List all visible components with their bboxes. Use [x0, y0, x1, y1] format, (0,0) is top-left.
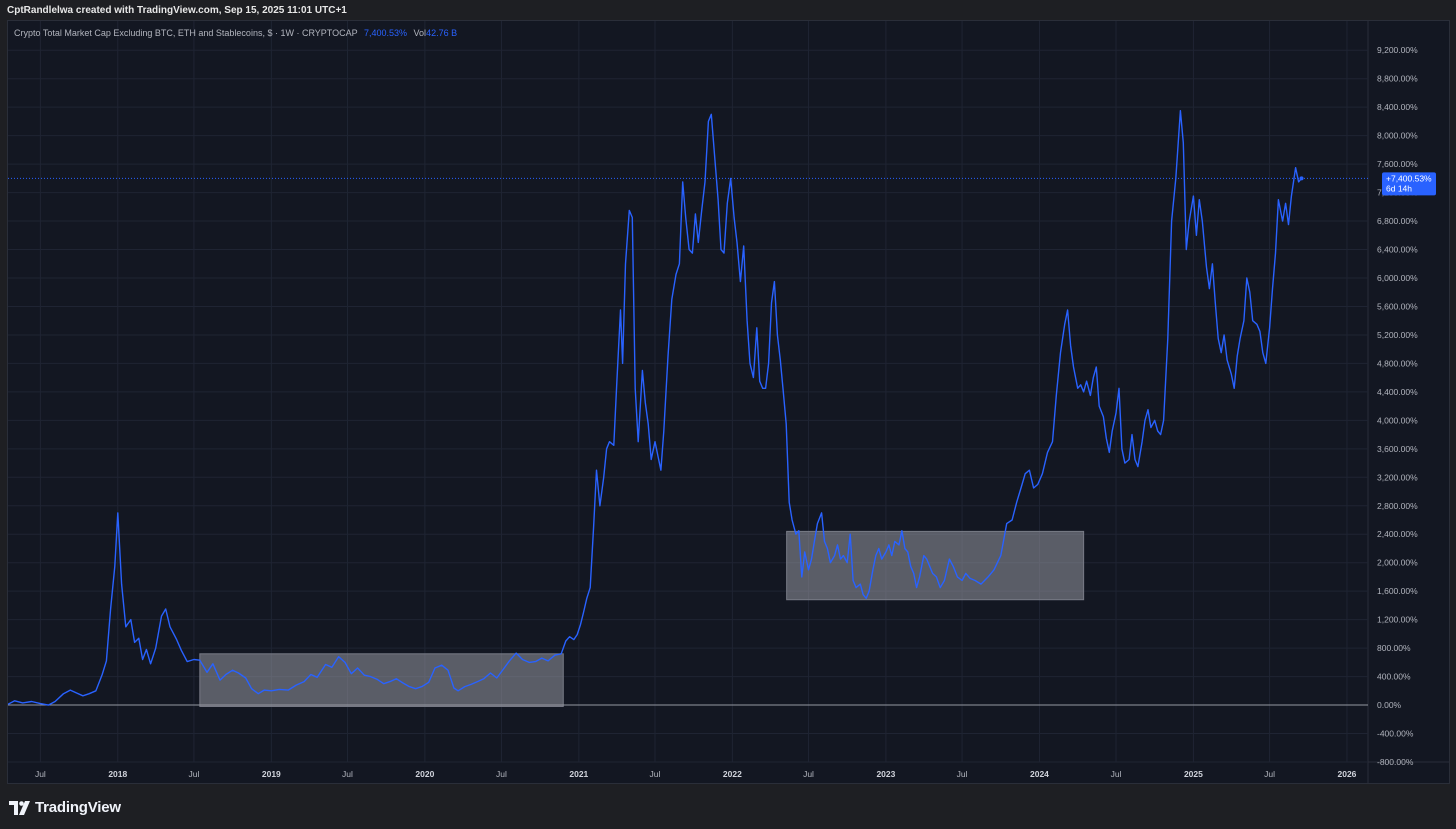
y-tick-label: -400.00% [1377, 729, 1414, 739]
symbol-legend[interactable]: Crypto Total Market Cap Excluding BTC, E… [14, 28, 457, 38]
x-tick-label: Jul [496, 769, 507, 779]
y-tick-label: 4,800.00% [1377, 358, 1418, 368]
last-value-badge [1382, 172, 1436, 196]
last-value-text: +7,400.53% [1386, 173, 1432, 183]
y-tick-label: 9,200.00% [1377, 45, 1418, 55]
y-tick-label: 7,600.00% [1377, 159, 1418, 169]
y-tick-label: 0.00% [1377, 700, 1402, 710]
last-price-label: +7,400.53%6d 14h [8, 172, 1436, 196]
tradingview-logo-icon [9, 800, 30, 815]
y-tick-label: 2,000.00% [1377, 558, 1418, 568]
series-line [8, 110, 1303, 706]
volume-label: Vol [413, 28, 427, 38]
y-tick-label: 8,800.00% [1377, 74, 1418, 84]
tradingview-logo-text: TradingView [35, 799, 121, 816]
x-tick-label: 2024 [1030, 769, 1049, 779]
y-tick-label: 6,000.00% [1377, 273, 1418, 283]
footer: TradingView [0, 785, 1456, 829]
y-tick-label: 3,200.00% [1377, 472, 1418, 482]
y-tick-label: 6,400.00% [1377, 245, 1418, 255]
symbol-description: Crypto Total Market Cap Excluding BTC, E… [14, 28, 358, 38]
y-tick-label: 6,800.00% [1377, 216, 1418, 226]
y-tick-label: 3,600.00% [1377, 444, 1418, 454]
volume-value: 42.76 B [426, 28, 458, 38]
tradingview-logo[interactable]: TradingView [9, 799, 121, 816]
price-axis: 9,200.00% 8,800.00% 8,400.00% 8,000.00% 7,60… [1377, 45, 1418, 767]
y-tick-label: 400.00% [1377, 672, 1411, 682]
x-tick-label: Jul [1111, 769, 1122, 779]
attribution-bar: CptRandlelwa created with TradingView.co… [0, 0, 1456, 20]
y-tick-label: 2,400.00% [1377, 529, 1418, 539]
y-tick-label: 4,000.00% [1377, 415, 1418, 425]
y-tick-label: 5,200.00% [1377, 330, 1418, 340]
y-tick-label: 800.00% [1377, 643, 1411, 653]
y-tick-label: 1,200.00% [1377, 615, 1418, 625]
y-tick-label: 2,800.00% [1377, 501, 1418, 511]
y-tick-label: 8,000.00% [1377, 131, 1418, 141]
y-tick-label: 1,600.00% [1377, 586, 1418, 596]
x-tick-label: 2022 [723, 769, 742, 779]
y-tick-label: -800.00% [1377, 757, 1414, 767]
rectangle-drawing [786, 530, 1085, 601]
x-tick-label: 2018 [108, 769, 127, 779]
x-tick-label: Jul [35, 769, 46, 779]
y-tick-label: 5,600.00% [1377, 301, 1418, 311]
y-tick-label: 4,400.00% [1377, 387, 1418, 397]
chart-pane[interactable]: 9,200.00% 8,800.00% 8,400.00% 8,000.00% 7,60… [7, 20, 1450, 784]
x-tick-label: Jul [803, 769, 814, 779]
series-layer [8, 110, 1304, 706]
chart-canvas[interactable]: 9,200.00% 8,800.00% 8,400.00% 8,000.00% 7,60… [8, 21, 1450, 784]
x-tick-label: Jul [957, 769, 968, 779]
x-tick-label: Jul [650, 769, 661, 779]
bar-countdown-text: 6d 14h [1386, 183, 1412, 193]
x-tick-label: 2025 [1184, 769, 1203, 779]
x-tick-label: 2026 [1338, 769, 1357, 779]
attribution-text: CptRandlelwa created with TradingView.co… [7, 5, 347, 16]
x-tick-label: 2023 [876, 769, 895, 779]
legend-value: 7,400.53% [363, 28, 408, 38]
x-tick-label: 2019 [262, 769, 281, 779]
grid-lines [8, 21, 1449, 783]
x-tick-label: Jul [342, 769, 353, 779]
annotation-boxes [199, 530, 1085, 707]
x-tick-label: 2020 [415, 769, 434, 779]
x-tick-label: Jul [1264, 769, 1275, 779]
time-axis: Jul 2018 Jul 2019 Jul 2020 Jul 2021 Jul 2022 Jul 20… [35, 769, 1357, 779]
x-tick-label: Jul [188, 769, 199, 779]
y-tick-label: 8,400.00% [1377, 102, 1418, 112]
rectangle-drawing [199, 653, 564, 707]
x-tick-label: 2021 [569, 769, 588, 779]
